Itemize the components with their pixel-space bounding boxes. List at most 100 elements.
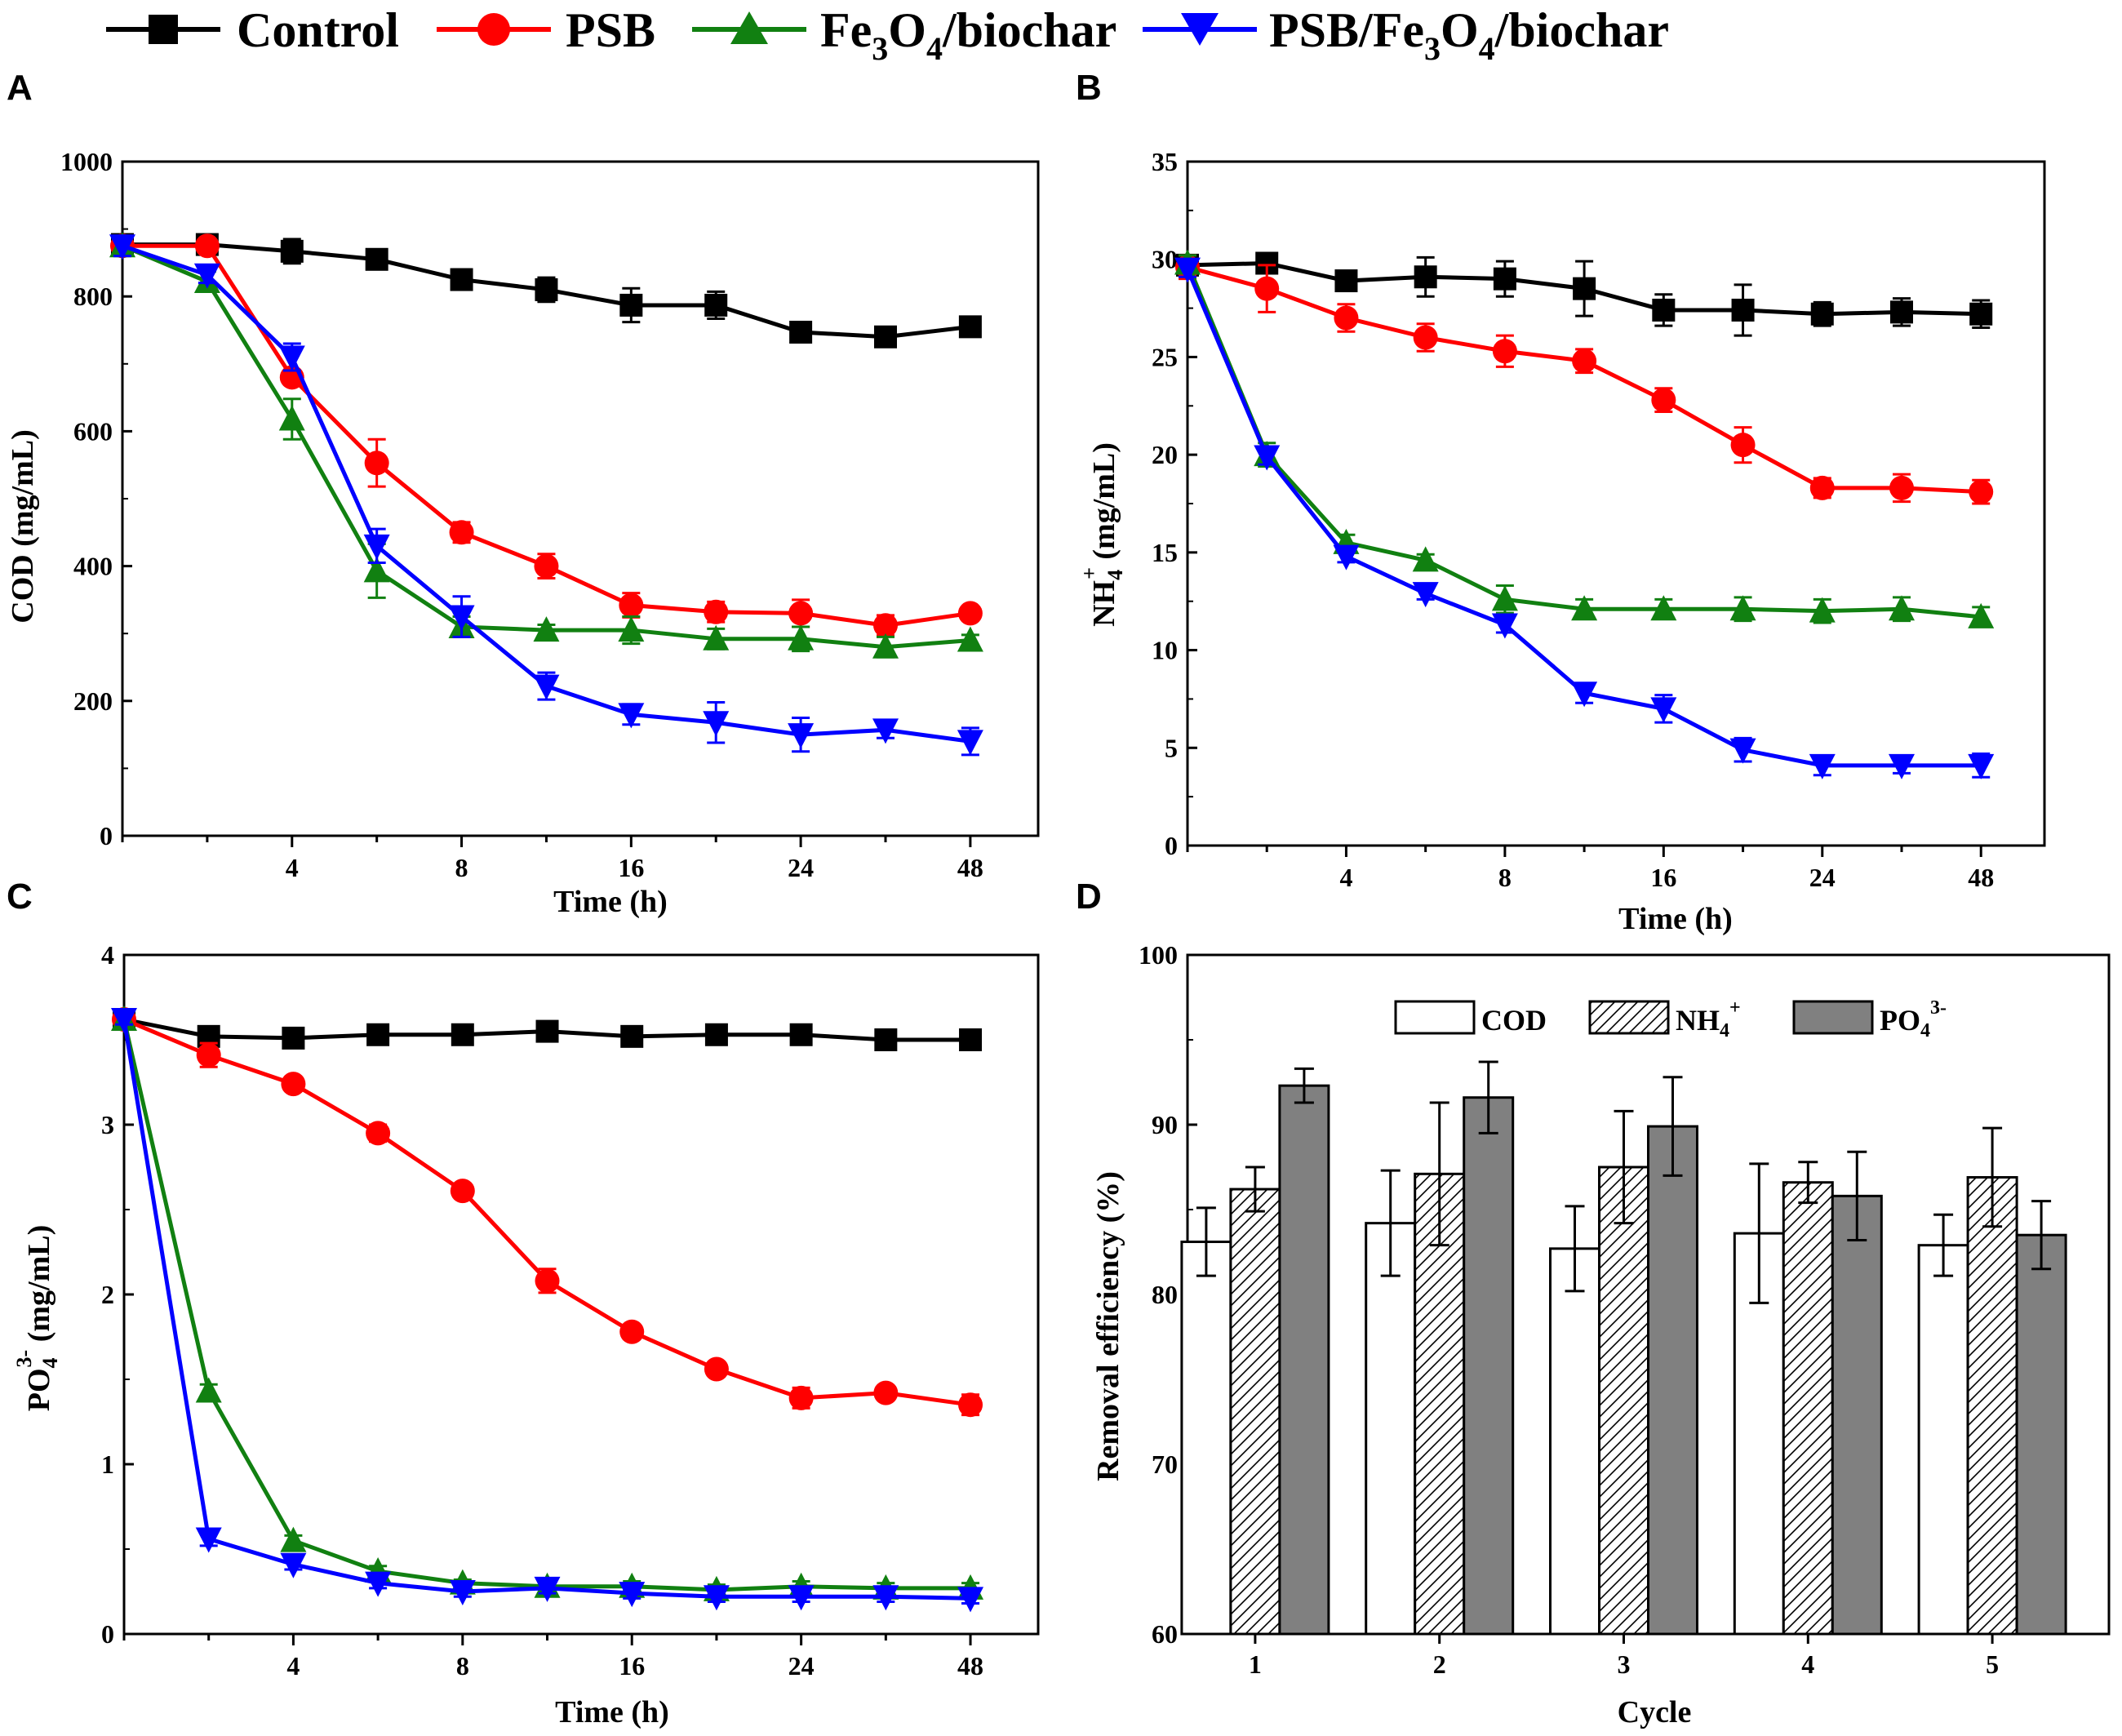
panel-a-series-psbfe (109, 234, 983, 757)
panel-c-xlabel: Time (h) (555, 1695, 669, 1729)
panel-d-bar-po43 (2015, 1233, 2067, 1636)
panel-c-point-control (959, 1028, 983, 1051)
panel-b-point-control (1652, 298, 1676, 322)
panel-a-point-fe (703, 624, 730, 650)
legend-label-psb-fe3o4-biochar: PSB/Fe3O4/biochar (1269, 3, 1669, 67)
panel-c-plot-frame (122, 953, 1040, 1636)
panel-a-ytick-label: 800 (73, 282, 113, 311)
panel-c-series-fe (111, 1006, 984, 1601)
panel-c-point-psb (196, 1042, 221, 1068)
panel-b-ytick-label: 25 (1152, 342, 1178, 371)
panel-c-point-psb (704, 1356, 729, 1382)
panel-b-series-fe (1174, 249, 1995, 628)
panel-d-ytick-label: 80 (1152, 1280, 1178, 1309)
panel-a-line-fe (122, 243, 971, 650)
panel-a-xlabel: Time (h) (553, 885, 668, 919)
panel-b-point-control (1731, 298, 1755, 322)
panel-b-point-psbfe (1889, 753, 1915, 779)
legend-swatch-cod (1394, 1000, 1476, 1035)
panel-b-point-control (1414, 265, 1437, 289)
panel-b-point-psb (1651, 388, 1676, 413)
panel-c-point-fe (195, 1377, 222, 1403)
panel-b-point-control (1573, 277, 1596, 300)
panel-d-bar-cod (1917, 1244, 1969, 1636)
panel-c-point-psb (450, 1179, 475, 1204)
panel-b-ytick-label: 10 (1152, 636, 1178, 665)
panel-a-ytick-label: 600 (73, 416, 113, 446)
panel-d-bar-po43 (1647, 1125, 1698, 1636)
panel-a-point-psb (534, 553, 559, 579)
panel-b-ytick-label: 20 (1152, 440, 1178, 469)
panel-c-point-control (282, 1026, 305, 1050)
panel-a-point-fe (788, 624, 815, 650)
panel-c-point-psbfe (280, 1552, 307, 1578)
panel-c-point-psbfe (534, 1576, 561, 1602)
panel-c-xtick-label: 24 (788, 1651, 815, 1681)
panel-a-point-psbfe (618, 703, 645, 729)
panel-c-xtick-label: 16 (619, 1651, 645, 1681)
panel-b-xtick-label: 16 (1650, 863, 1676, 892)
panel-a-point-psbfe (109, 234, 135, 260)
panel-c-xtick-label: 48 (957, 1651, 983, 1681)
panel-d-bar-cod (1365, 1222, 1417, 1636)
panel-d-xtick-label: 3 (1618, 1649, 1631, 1679)
panel-a-series-control (111, 233, 982, 349)
panel-d-bar-po43 (1831, 1194, 1883, 1636)
panel-c-point-psb (958, 1392, 983, 1418)
panel-c-ytick-label: 3 (101, 1110, 114, 1139)
panel-a-point-fe (533, 616, 560, 642)
legend-label-control: Control (237, 3, 399, 57)
panel-a-point-psb (788, 601, 814, 626)
panel-b-point-psb (1413, 325, 1438, 350)
panel-c-series-psb (112, 1007, 983, 1418)
panel-c-point-psbfe (872, 1585, 899, 1611)
panel-b-point-control (1334, 269, 1358, 293)
panel-a-point-psb (449, 520, 474, 545)
panel-b-point-control (1890, 300, 1913, 324)
panel-a-point-psb (704, 599, 729, 624)
panel-b-point-psb (1730, 433, 1756, 458)
panel-c-series-control (113, 1008, 983, 1051)
panel-a-xtick-label: 16 (618, 853, 644, 882)
panel-c-point-psbfe (788, 1585, 815, 1611)
panel-c-point-control (704, 1023, 728, 1046)
panel-a-xtick-label: 8 (455, 853, 468, 882)
panel-c-point-control (620, 1024, 644, 1048)
panel-a-point-psbfe (788, 723, 815, 749)
panel-c-point-psb (873, 1380, 899, 1405)
legend-swatch-nh4 (1588, 1000, 1670, 1035)
panel-a-point-psb (873, 613, 898, 638)
panel-b-point-psbfe (1174, 257, 1201, 283)
panel-a-plot-frame (121, 160, 1040, 837)
panel-b-point-psb (1254, 276, 1280, 301)
panel-a-xtick-label: 24 (788, 853, 814, 882)
panel-c-point-psbfe (449, 1580, 476, 1605)
panel-a-point-psbfe (957, 730, 983, 756)
panel-d-xlabel: Cycle (1618, 1695, 1692, 1729)
panel-label-d: D (1076, 877, 1102, 917)
panel-a-point-psbfe (193, 263, 220, 289)
panel-c-ytick-label: 1 (101, 1450, 114, 1479)
panel-c-point-psb (535, 1268, 560, 1294)
panel-a-point-psbfe (703, 711, 730, 737)
panel-c-ylabel: PO43- (mg/mL) (12, 1225, 62, 1411)
panel-b-xtick-label: 24 (1809, 863, 1836, 892)
panel-a-point-fe (278, 405, 305, 431)
panel-b-point-fe (1809, 597, 1836, 623)
panel-b-point-psb (1492, 339, 1517, 364)
panel-b-point-psbfe (1650, 697, 1677, 723)
legend-item-control: Control (106, 3, 399, 57)
panel-b-point-psbfe (1491, 613, 1518, 639)
panel-c-ytick-label: 4 (101, 940, 114, 970)
panel-b-ytick-label: 35 (1152, 147, 1178, 176)
panel-b-point-control (1969, 302, 1993, 326)
panel-d-xtick-label: 1 (1249, 1649, 1262, 1679)
panel-d-bar-nh4 (1782, 1181, 1834, 1636)
panel-c-xtick-label: 4 (286, 1651, 300, 1681)
panel-b-point-psb (1889, 475, 1914, 500)
panel-label-a: A (7, 68, 33, 108)
panel-b-point-psb (1969, 479, 1994, 504)
panel-a-ylabel: COD (mg/mL) (6, 429, 40, 623)
panel-b-point-psb (1572, 349, 1597, 374)
